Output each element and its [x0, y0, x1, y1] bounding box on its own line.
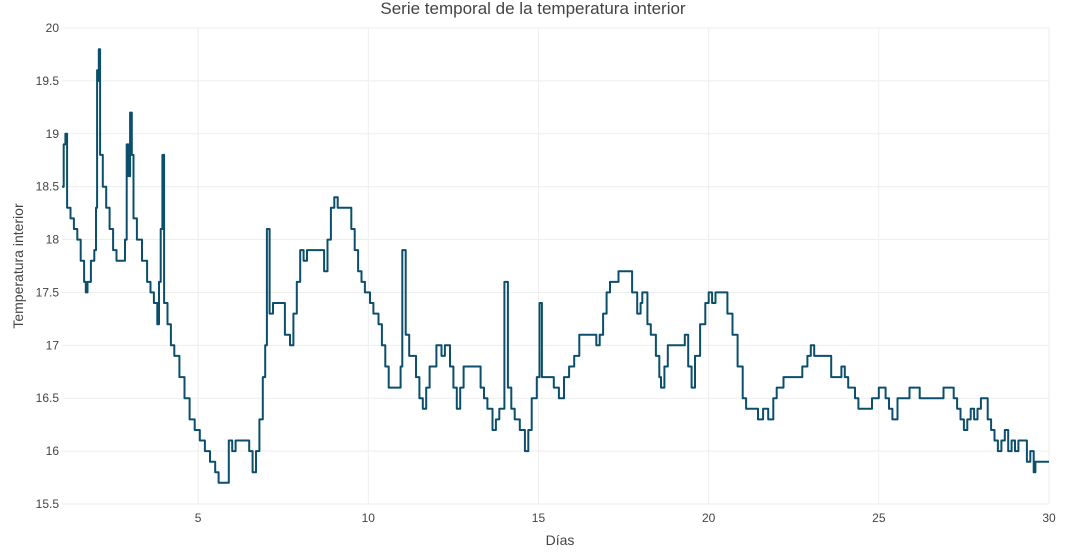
x-gridlines: [197, 28, 1050, 504]
y-tick-label: 17: [46, 338, 60, 352]
x-tick-label: 5: [195, 511, 202, 525]
y-tick-label: 18: [46, 233, 60, 247]
x-tick-label: 10: [362, 511, 376, 525]
y-tick-label: 15.5: [36, 497, 60, 511]
y-gridlines: [62, 27, 1049, 505]
x-tick-label: 20: [702, 511, 716, 525]
y-tick-label: 18.5: [36, 180, 60, 194]
series-line-temperature: [62, 48, 1049, 484]
y-tick-label: 17.5: [36, 285, 60, 299]
y-tick-label: 19.5: [36, 74, 60, 88]
y-tick-label: 20: [46, 21, 60, 35]
chart-title: Serie temporal de la temperatura interio…: [380, 0, 686, 18]
y-tick-labels: 15.5 16 16.5 17 17.5 18 18.5 19 19.5 20: [36, 21, 60, 511]
x-tick-labels: 5 10 15 20 25 30: [195, 511, 1056, 525]
y-axis-title: Temperatura interior: [10, 203, 26, 329]
y-tick-label: 19: [46, 127, 60, 141]
y-tick-label: 16: [46, 444, 60, 458]
x-tick-label: 25: [872, 511, 886, 525]
x-tick-label: 30: [1042, 511, 1056, 525]
x-tick-label: 15: [532, 511, 546, 525]
x-axis-title: Días: [546, 532, 575, 548]
y-tick-label: 16.5: [36, 391, 60, 405]
